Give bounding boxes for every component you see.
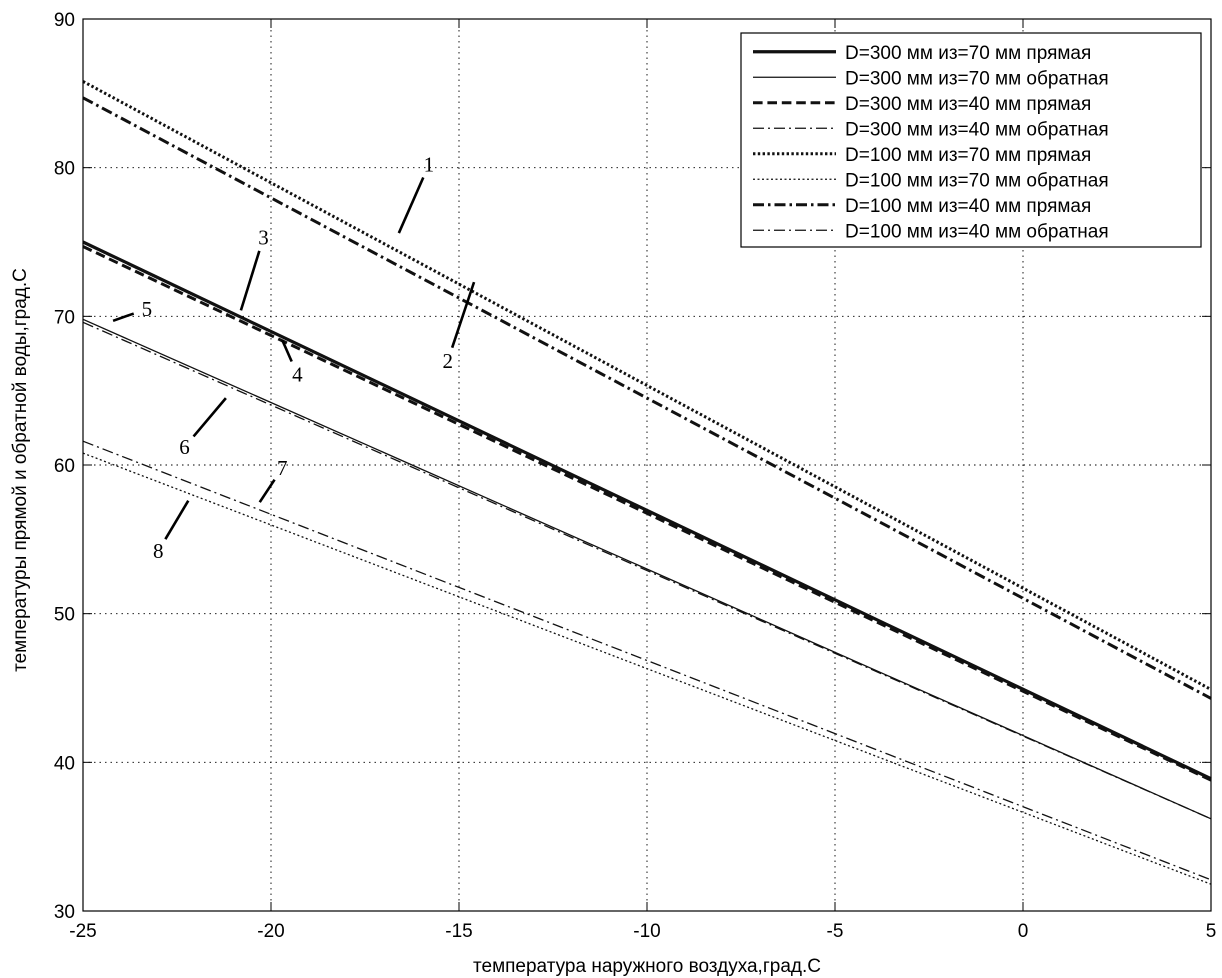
legend-entry-3: D=300 мм из=40 мм прямая <box>845 94 1091 115</box>
callout-label-4: 4 <box>292 362 303 386</box>
callout-leader-4 <box>281 339 293 363</box>
legend: D=300 мм из=70 мм прямая D=300 мм из=70 м… <box>740 32 1202 248</box>
callout-leader-1 <box>397 176 425 234</box>
x-tick-label: -20 <box>257 921 284 942</box>
x-tick-label: -5 <box>827 921 844 942</box>
legend-entry-1: D=300 мм из=70 мм прямая <box>845 43 1091 64</box>
series-line-4 <box>82 321 1212 820</box>
series-line-1 <box>82 240 1212 781</box>
x-axis-label: температура наружного воздуха,град.С <box>473 956 821 977</box>
x-tick-label: -10 <box>633 921 660 942</box>
legend-entry-8: D=100 мм из=40 мм обратная <box>845 221 1109 242</box>
y-axis-label: температуры прямой и обратной воды,град.… <box>10 268 31 672</box>
y-tick-label: 60 <box>54 456 75 477</box>
y-tick-label: 90 <box>54 10 75 31</box>
callout-label-3: 3 <box>258 226 269 250</box>
x-tick-label: -25 <box>69 921 96 942</box>
callout-label-8: 8 <box>153 539 164 563</box>
callout-leader-2 <box>450 281 476 349</box>
series-lines <box>82 80 1212 885</box>
legend-entry-5: D=100 мм из=70 мм прямая <box>845 145 1091 166</box>
y-tick-label: 40 <box>54 753 75 774</box>
y-tick-label: 30 <box>54 902 75 923</box>
callout-label-5: 5 <box>142 297 153 321</box>
callout-leader-6 <box>192 397 227 438</box>
x-tick-label: -15 <box>445 921 472 942</box>
series-line-5 <box>82 80 1212 691</box>
x-tick-label: 0 <box>1018 921 1029 942</box>
legend-entry-6: D=100 мм из=70 мм обратная <box>845 170 1109 191</box>
callout-label-2: 2 <box>442 349 453 373</box>
series-line-6 <box>82 452 1212 885</box>
callout-leader-3 <box>239 250 261 311</box>
callout-leader-8 <box>164 500 190 540</box>
legend-entry-7: D=100 мм из=40 мм прямая <box>845 196 1091 217</box>
legend-entry-2: D=300 мм из=70 мм обратная <box>845 68 1109 89</box>
callout-label-1: 1 <box>424 153 435 177</box>
series-line-3 <box>82 245 1212 782</box>
axis-ticks: -25 -20 -15 -10 -5 0 5 30 40 50 60 70 80 90 <box>54 10 1216 942</box>
y-tick-label: 50 <box>54 605 75 626</box>
callout-label-6: 6 <box>179 435 190 459</box>
legend-box <box>740 32 1202 248</box>
annotations: 1 2 3 4 5 6 7 8 <box>112 153 476 563</box>
x-tick-label: 5 <box>1206 921 1217 942</box>
y-tick-label: 70 <box>54 307 75 328</box>
legend-entry-4: D=300 мм из=40 мм обратная <box>845 119 1109 140</box>
series-line-8 <box>82 440 1212 881</box>
callout-label-7: 7 <box>277 456 288 480</box>
callout-leader-5 <box>112 312 135 323</box>
callout-leader-7 <box>258 478 276 503</box>
series-line-7 <box>82 96 1212 700</box>
y-tick-label: 80 <box>54 159 75 180</box>
series-line-2 <box>82 318 1212 820</box>
